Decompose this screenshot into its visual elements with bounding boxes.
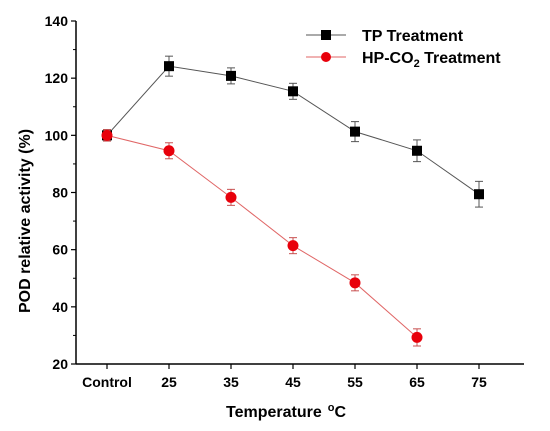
- legend: TP Treatment HP-CO2 Treatment: [306, 28, 501, 70]
- legend-label-hpco2-sub: 2: [414, 58, 420, 70]
- legend-marker-tp: [321, 30, 331, 40]
- x-axis-unit-letter: C: [334, 404, 346, 421]
- y-tick-label: 40: [52, 299, 68, 315]
- series-1: [101, 129, 423, 347]
- y-tick-label: 140: [45, 13, 69, 29]
- x-axis-title: Temperature oC: [226, 402, 346, 421]
- y-tick-label: 100: [45, 127, 69, 143]
- x-axis-title-text: Temperature: [226, 404, 322, 421]
- y-tick-label: 20: [52, 356, 68, 372]
- y-tick-label: 60: [52, 242, 68, 258]
- data-point: [225, 191, 237, 203]
- data-point: [288, 86, 298, 97]
- data-point: [474, 189, 484, 200]
- data-point: [411, 331, 423, 343]
- data-point: [412, 145, 422, 156]
- data-point: [164, 61, 174, 72]
- series-layer: [101, 55, 484, 347]
- series-line-1: [106, 134, 418, 338]
- data-point: [349, 277, 361, 289]
- x-tick-label: 55: [347, 374, 363, 390]
- legend-label-tp: TP Treatment: [362, 28, 464, 45]
- y-ticks: 20 40 60 80 100 120 140: [45, 13, 76, 372]
- series-0: [102, 55, 484, 208]
- y-tick-label: 120: [45, 70, 69, 86]
- data-point: [163, 145, 175, 157]
- x-tick-label: 45: [285, 374, 301, 390]
- x-tick-label: 35: [223, 374, 239, 390]
- axes: [75, 21, 524, 365]
- legend-label-hpco2-part1: HP-CO: [362, 50, 414, 67]
- data-point: [350, 126, 360, 137]
- legend-marker-hpco2: [321, 52, 331, 62]
- x-axis-unit-degree: o: [328, 402, 335, 414]
- x-tick-label: 75: [471, 374, 487, 390]
- legend-item-hpco2: HP-CO2 Treatment: [306, 50, 501, 70]
- data-point: [287, 240, 299, 252]
- legend-label-hpco2: HP-CO2 Treatment: [362, 50, 501, 70]
- y-tick-label: 80: [52, 185, 68, 201]
- x-ticks: Control 25 35 45 55 65 75: [82, 364, 487, 390]
- data-point: [226, 70, 236, 81]
- data-point: [101, 129, 113, 141]
- legend-item-tp: TP Treatment: [306, 28, 464, 45]
- y-axis-title: POD relative activity (%): [17, 129, 34, 313]
- x-tick-label: 65: [409, 374, 425, 390]
- x-tick-label: Control: [82, 374, 132, 390]
- x-tick-label: 25: [161, 374, 177, 390]
- legend-label-hpco2-part2: Treatment: [420, 50, 502, 67]
